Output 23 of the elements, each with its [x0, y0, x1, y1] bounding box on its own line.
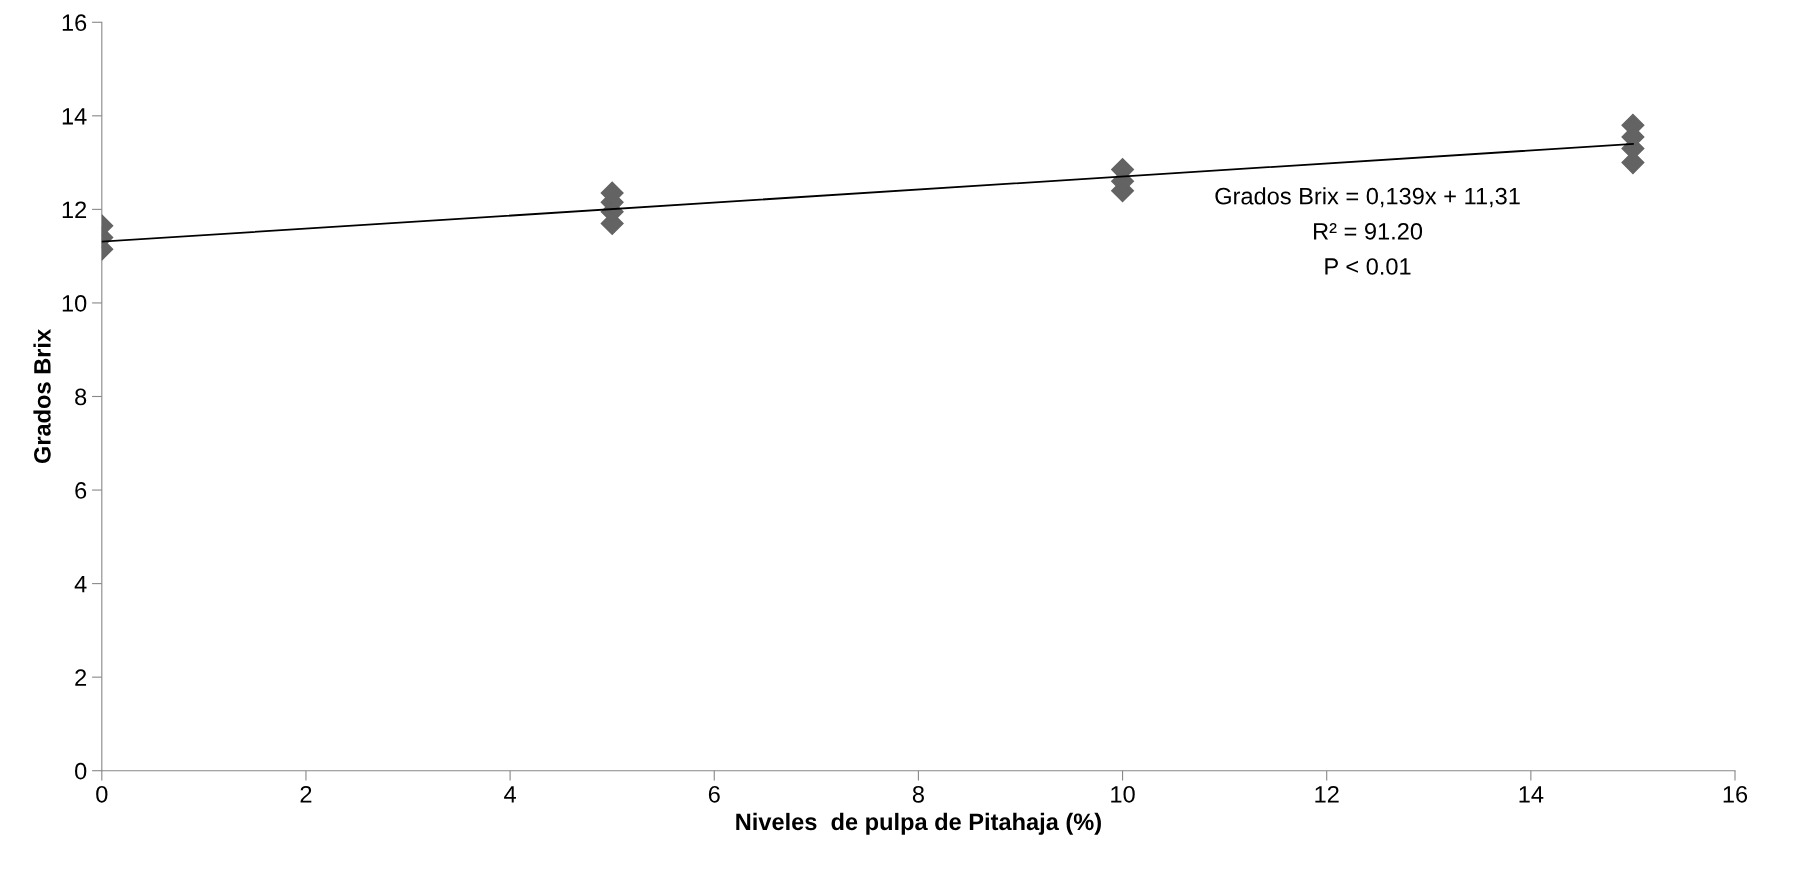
y-tick-label: 16: [62, 14, 87, 32]
y-axis-title: Grados Brix: [33, 329, 51, 464]
x-axis-title: Niveles de pulpa de Pitahaja (%): [736, 812, 1101, 835]
y-tick-label: 8: [75, 388, 87, 406]
y-tick-label: 2: [75, 669, 87, 686]
y-tick-label: 12: [62, 201, 87, 218]
x-tick-label: 2: [300, 785, 312, 803]
y-tick-label: 10: [62, 295, 87, 312]
annotation: P < 0.01: [1325, 258, 1411, 275]
x-tick-label: 12: [1315, 785, 1339, 803]
y-tick-label: 6: [75, 482, 87, 499]
x-tick-label: 0: [96, 785, 108, 803]
y-tick-label: 14: [62, 108, 87, 125]
y-tick-label: 4: [74, 575, 87, 593]
x-tick-label: 4: [504, 786, 516, 803]
x-tick-label: 10: [1111, 785, 1135, 803]
y-tick-label: 0: [75, 762, 87, 780]
annotation: Grados Brix = 0,139x + 11,31: [1215, 187, 1520, 208]
x-tick-label: 6: [708, 785, 720, 803]
x-tick-label: 8: [912, 785, 924, 803]
x-tick-label: 16: [1723, 785, 1748, 803]
x-tick-label: 14: [1519, 786, 1544, 803]
annotation: R² = 91.20: [1314, 222, 1423, 240]
